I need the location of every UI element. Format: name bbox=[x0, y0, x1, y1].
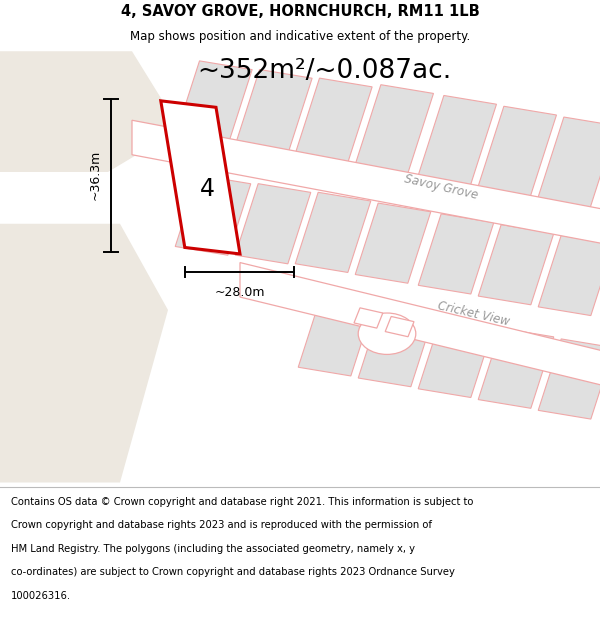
Text: co-ordinates) are subject to Crown copyright and database rights 2023 Ordnance S: co-ordinates) are subject to Crown copyr… bbox=[11, 568, 455, 578]
Polygon shape bbox=[478, 224, 554, 305]
Polygon shape bbox=[240, 262, 600, 388]
Polygon shape bbox=[418, 214, 494, 294]
Polygon shape bbox=[385, 316, 414, 337]
Text: 4, SAVOY GROVE, HORNCHURCH, RM11 1LB: 4, SAVOY GROVE, HORNCHURCH, RM11 1LB bbox=[121, 4, 479, 19]
Text: HM Land Registry. The polygons (including the associated geometry, namely x, y: HM Land Registry. The polygons (includin… bbox=[11, 544, 415, 554]
Polygon shape bbox=[418, 318, 494, 398]
Polygon shape bbox=[538, 236, 600, 316]
Polygon shape bbox=[416, 96, 496, 192]
Text: ~36.3m: ~36.3m bbox=[89, 150, 102, 201]
Polygon shape bbox=[175, 175, 251, 255]
Polygon shape bbox=[0, 51, 180, 172]
Text: 4: 4 bbox=[199, 177, 215, 201]
Polygon shape bbox=[355, 203, 431, 283]
Text: ~352m²/~0.087ac.: ~352m²/~0.087ac. bbox=[197, 58, 451, 84]
Text: Cricket View: Cricket View bbox=[437, 300, 511, 329]
Text: Savoy Grove: Savoy Grove bbox=[403, 173, 479, 202]
Polygon shape bbox=[295, 192, 371, 272]
Text: Crown copyright and database rights 2023 and is reproduced with the permission o: Crown copyright and database rights 2023… bbox=[11, 520, 432, 530]
Text: ~28.0m: ~28.0m bbox=[214, 286, 265, 299]
Polygon shape bbox=[174, 61, 252, 149]
Polygon shape bbox=[235, 184, 311, 264]
Text: 100026316.: 100026316. bbox=[11, 591, 71, 601]
Text: Map shows position and indicative extent of the property.: Map shows position and indicative extent… bbox=[130, 31, 470, 43]
Polygon shape bbox=[476, 106, 556, 203]
Polygon shape bbox=[0, 224, 168, 482]
Polygon shape bbox=[536, 117, 600, 214]
Polygon shape bbox=[353, 85, 433, 182]
Polygon shape bbox=[298, 296, 374, 376]
Polygon shape bbox=[538, 339, 600, 419]
Text: Contains OS data © Crown copyright and database right 2021. This information is : Contains OS data © Crown copyright and d… bbox=[11, 497, 473, 507]
Polygon shape bbox=[161, 101, 240, 254]
Circle shape bbox=[358, 313, 416, 354]
Polygon shape bbox=[132, 120, 600, 245]
Polygon shape bbox=[354, 308, 383, 328]
Polygon shape bbox=[294, 78, 372, 167]
Polygon shape bbox=[234, 69, 312, 158]
Polygon shape bbox=[358, 307, 434, 387]
Polygon shape bbox=[478, 328, 554, 408]
